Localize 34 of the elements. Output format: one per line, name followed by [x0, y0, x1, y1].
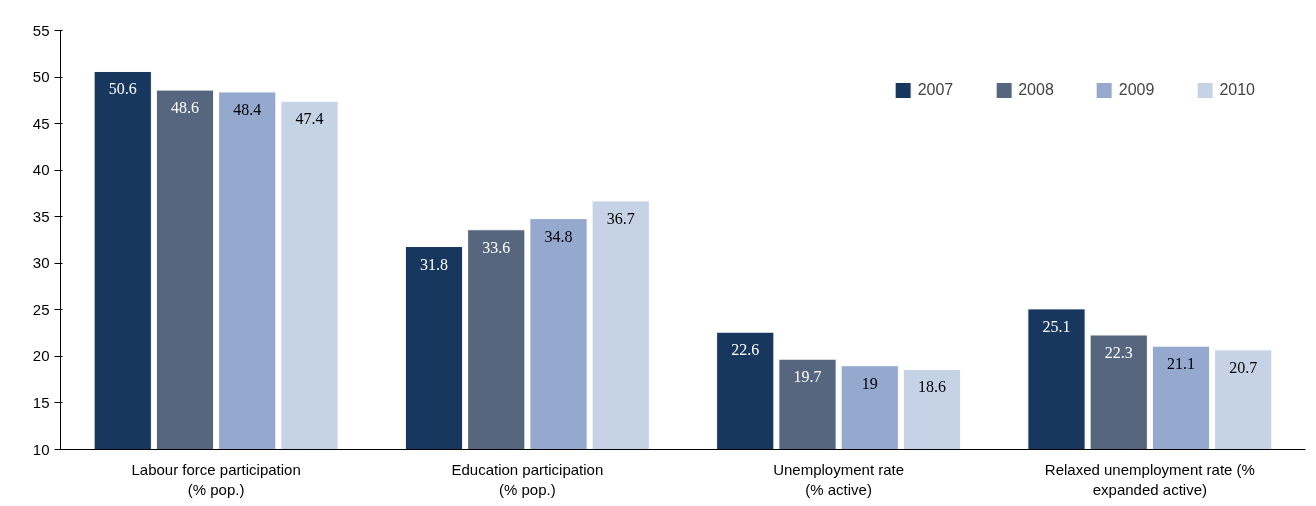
data-label: 48.6 [171, 99, 199, 117]
legend-label: 2009 [1118, 81, 1155, 99]
legend-label: 2010 [1219, 81, 1255, 99]
data-label: 18.6 [918, 378, 946, 396]
y-tick-label: 10 [32, 440, 50, 458]
data-label: 36.7 [606, 209, 635, 227]
data-label: 22.3 [1104, 343, 1133, 361]
data-label: 48.4 [233, 100, 262, 118]
y-tick-label: 40 [32, 161, 50, 179]
data-label: 21.1 [1167, 355, 1195, 373]
legend-label: 2007 [917, 81, 954, 99]
y-tick-label: 25 [32, 300, 50, 318]
data-label: 20.7 [1229, 358, 1258, 376]
x-tick-label: Education participation (% pop.) [451, 460, 604, 498]
legend-label: 2008 [1018, 81, 1054, 99]
data-label: 34.8 [544, 227, 573, 245]
x-tick-label: Labour force participation (% pop.) [131, 460, 301, 498]
y-tick-label: 15 [32, 393, 50, 411]
data-label: 50.6 [108, 80, 137, 98]
x-tick-label: Relaxed unemployment rate (% expanded active) [1044, 460, 1255, 498]
data-label: 31.8 [420, 255, 448, 273]
y-tick-label: 45 [32, 114, 50, 132]
y-tick-label: 55 [32, 21, 50, 39]
data-label: 19 [861, 374, 878, 392]
y-tick-label: 20 [32, 347, 50, 365]
y-tick-label: 35 [32, 207, 50, 225]
x-tick-label: Unemployment rate (% active) [773, 460, 905, 498]
y-tick-label: 30 [32, 254, 50, 272]
data-label: 47.4 [295, 110, 324, 128]
data-label: 25.1 [1042, 317, 1071, 335]
data-label: 22.6 [731, 341, 760, 359]
y-tick-label: 50 [32, 68, 50, 86]
data-label: 33.6 [482, 238, 511, 256]
data-label: 19.7 [793, 368, 822, 386]
